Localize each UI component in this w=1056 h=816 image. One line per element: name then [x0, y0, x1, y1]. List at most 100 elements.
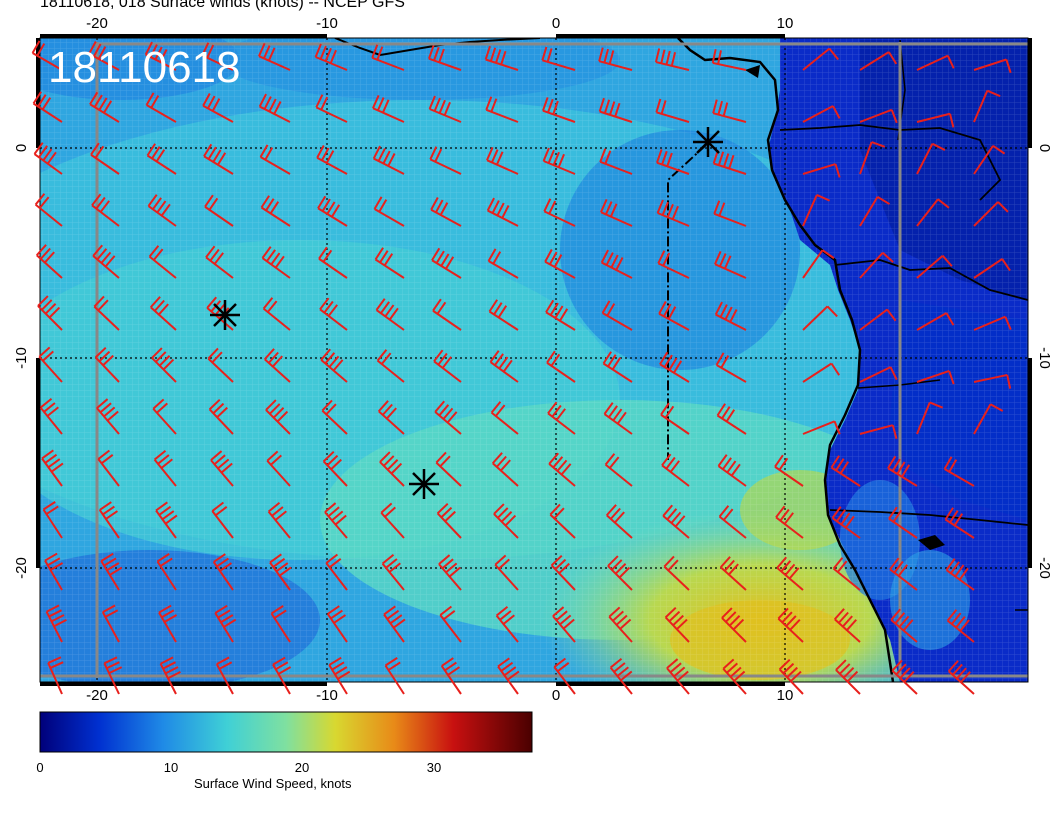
wind-barb	[379, 451, 405, 487]
wind-barb	[859, 51, 898, 71]
wind-barb	[802, 249, 835, 279]
wind-barb	[716, 403, 747, 435]
wind-barb	[147, 194, 177, 227]
wind-barb	[325, 553, 348, 591]
wind-barb	[712, 99, 747, 123]
wind-barb	[973, 258, 1011, 279]
wind-barb	[146, 143, 177, 175]
wind-barb	[552, 606, 576, 643]
wind-barb	[326, 605, 348, 643]
wind-barb	[145, 92, 177, 123]
wind-barb	[890, 608, 918, 643]
wind-barb	[550, 554, 576, 591]
wind-barb	[372, 94, 405, 123]
wind-barb	[315, 94, 348, 123]
wind-barb	[802, 194, 831, 227]
wind-barb	[598, 47, 633, 71]
wind-barb	[490, 401, 519, 435]
wind-barb	[152, 398, 177, 435]
wind-barb	[916, 112, 955, 128]
wind-barb	[859, 424, 898, 439]
wind-barb	[96, 398, 120, 435]
wind-barb	[260, 195, 291, 227]
wind-barb	[713, 200, 747, 227]
wind-barb	[889, 557, 918, 591]
wind-barb	[320, 348, 348, 383]
wind-barb	[658, 300, 690, 331]
wind-barb	[204, 194, 234, 227]
wind-speed-field	[40, 38, 1028, 682]
wind-barb	[430, 196, 462, 227]
wind-barb	[384, 657, 405, 695]
wind-barb	[711, 49, 747, 71]
wind-barb	[605, 504, 633, 539]
wind-barb	[98, 501, 120, 539]
wind-barb	[916, 198, 950, 227]
wind-barb	[891, 659, 918, 695]
wind-barb	[201, 42, 234, 71]
wind-barb	[263, 348, 291, 383]
wind-barb	[943, 456, 975, 487]
storm-marker-west[interactable]	[210, 300, 240, 330]
wind-barb	[438, 554, 462, 591]
wind-barb	[272, 656, 292, 695]
wind-barb	[802, 305, 838, 331]
wind-barb	[712, 149, 747, 175]
wind-barb	[598, 97, 633, 123]
y-tick-left: -10	[13, 347, 30, 369]
wind-barb	[859, 308, 897, 331]
wind-barb	[494, 554, 519, 591]
wind-barb	[802, 362, 840, 383]
wind-barb	[491, 452, 519, 487]
colorbar-tick: 0	[36, 760, 44, 775]
wind-barb	[835, 659, 861, 695]
storm-markers	[210, 127, 723, 499]
wind-barb	[374, 247, 405, 279]
wind-barb	[381, 553, 405, 591]
wind-barb	[439, 605, 462, 643]
wind-barb	[38, 346, 63, 383]
wind-barb	[714, 301, 747, 331]
wind-barb	[548, 452, 576, 487]
wind-barb	[608, 606, 633, 643]
wind-barb	[261, 246, 291, 279]
wind-barb	[375, 298, 405, 331]
wind-barb	[205, 245, 234, 279]
wind-barb	[859, 141, 886, 175]
wind-barb	[486, 197, 519, 227]
wind-barb	[32, 91, 63, 123]
wind-barb	[258, 42, 291, 71]
colorbar-tick: 30	[426, 760, 442, 775]
wind-barb	[31, 40, 63, 71]
wind-barb	[92, 244, 120, 279]
wind-barb	[42, 501, 63, 539]
wind-barb	[778, 658, 804, 695]
colorbar-tick: 10	[163, 760, 179, 775]
wind-barb	[660, 402, 690, 435]
wind-barb	[609, 657, 633, 695]
timestamp-stamp: 18110618	[48, 43, 241, 92]
wind-barb	[377, 400, 405, 435]
wind-barb	[372, 145, 405, 175]
wind-barb	[973, 89, 1001, 123]
storm-marker-south[interactable]	[409, 469, 439, 499]
wind-barb	[88, 40, 120, 71]
wind-barb	[485, 96, 519, 123]
storm-marker-north[interactable]	[693, 127, 723, 157]
wind-barb	[380, 502, 405, 539]
wind-barb	[549, 503, 576, 539]
wind-barb	[944, 507, 975, 539]
wind-barbs	[31, 40, 1012, 695]
wind-barb	[207, 347, 234, 383]
wind-barb	[318, 246, 348, 279]
wind-barb	[714, 250, 747, 279]
wind-barb	[208, 398, 234, 435]
wind-barb	[916, 312, 955, 331]
wind-barb	[373, 196, 405, 227]
wind-barb	[35, 244, 63, 279]
wind-barb	[434, 400, 462, 435]
wind-barb	[916, 401, 944, 435]
wind-barb	[436, 502, 462, 539]
wind-barb	[973, 144, 1006, 175]
wind-barb	[214, 604, 237, 643]
